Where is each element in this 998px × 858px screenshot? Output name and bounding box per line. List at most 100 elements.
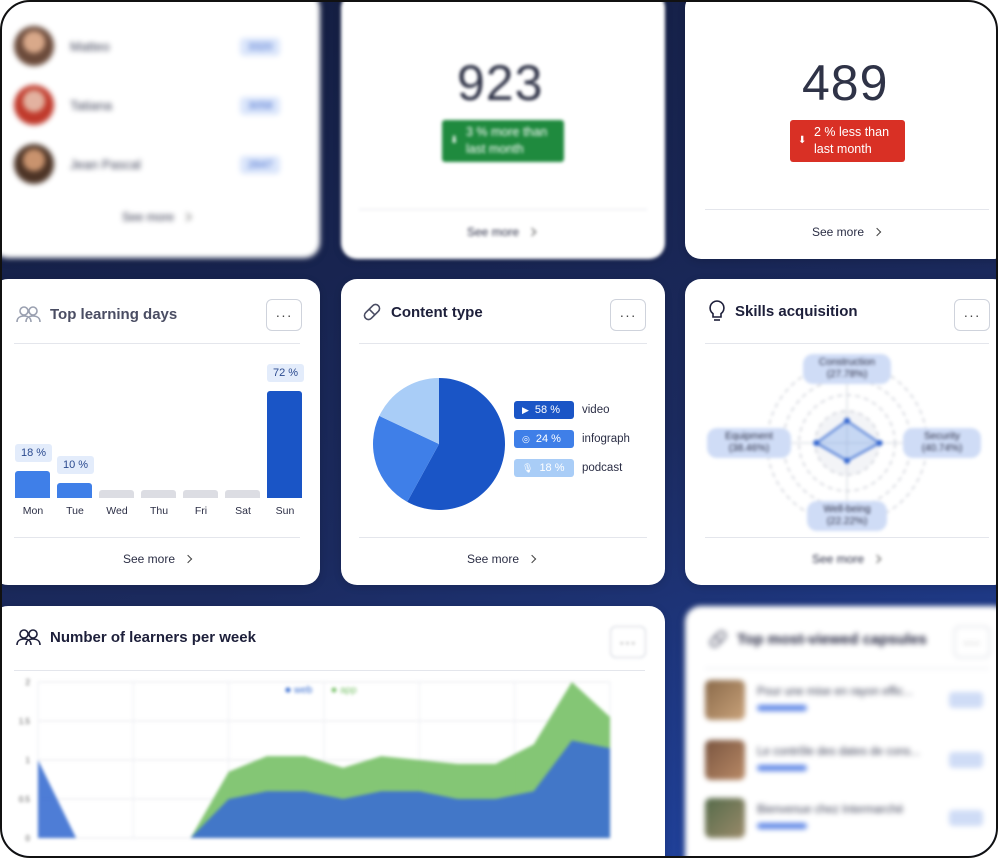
avatar — [14, 144, 54, 184]
divider — [705, 668, 989, 669]
legend-percent: 58 % — [534, 404, 560, 416]
see-more-link[interactable]: See more — [812, 225, 882, 239]
day-label: Fri — [194, 505, 208, 517]
legend-marker — [331, 687, 337, 693]
leaderboard-name: Jean Pascal — [70, 157, 141, 172]
lightbulb-icon — [709, 300, 725, 321]
legend-percent: 18 % — [539, 462, 565, 474]
day-label: Sun — [275, 505, 295, 517]
capsule-title[interactable]: Bienvenue chez Intermarché — [757, 804, 904, 816]
legend-item-video: ▶ 58 % video — [514, 401, 610, 419]
divider — [14, 343, 300, 344]
learners-per-week-card: Number of learners per week ··· 2 1.5 1 0.5… — [2, 606, 665, 856]
capsule-rating — [757, 765, 807, 771]
legend-label: video — [582, 404, 610, 416]
pill-capsule-icon — [363, 303, 381, 321]
bar-fri — [183, 490, 218, 498]
radar-axis-value: (38.46%) — [728, 443, 770, 454]
area-chart: 2 1.5 1 0.5 0 web app — [19, 678, 611, 843]
see-more-link[interactable]: See more — [467, 225, 537, 239]
chevron-right-icon — [527, 554, 537, 564]
stat-card-923: 923 ⬇ 3 % more than last month See more — [341, 2, 665, 259]
users-icon — [16, 306, 41, 323]
card-title: Content type — [391, 303, 483, 321]
divider — [705, 343, 989, 344]
capsule-rating — [757, 705, 807, 711]
card-menu-button[interactable]: ··· — [610, 626, 646, 658]
card-menu-button[interactable]: ··· — [266, 299, 302, 331]
radar-axis-value: (22.22%) — [826, 516, 868, 527]
radar-axis-value: (27.78%) — [826, 369, 868, 380]
chevron-right-icon — [872, 554, 882, 564]
delta-line: 2 % less than — [814, 125, 890, 139]
pie-slice-video — [407, 378, 505, 510]
radar-axis-name: Construction — [818, 357, 876, 368]
radar-axis-value: (40.74%) — [921, 443, 963, 454]
day-label: Sat — [235, 505, 251, 517]
stat-card-489: 489 ⬇ 2 % less than last month See more — [685, 2, 996, 259]
legend-label: app — [340, 685, 357, 696]
capsule-thumbnail[interactable] — [705, 798, 745, 838]
legend-percent: 24 % — [535, 433, 561, 445]
divider — [359, 209, 647, 210]
chevron-right-icon — [527, 227, 537, 237]
leaderboard-card: Matteo 3320 Tatiana 3058 Jean Pascal 264… — [2, 2, 320, 258]
top-learning-days-card: Top learning days ··· 18 % Mon 10 % Tue Wed T… — [2, 279, 320, 585]
bar-wed — [99, 490, 134, 498]
see-more-label: See more — [467, 552, 520, 566]
legend-badge: ◎ 24 % — [514, 430, 574, 448]
see-more-link[interactable]: See more — [122, 210, 192, 224]
content-type-card: Content type ··· ▶ 58 % video ◎ 24 % infograp… — [341, 279, 665, 585]
delta-line: last month — [466, 142, 524, 156]
stat-value: 489 — [802, 55, 889, 111]
pill-capsule-icon — [709, 630, 727, 648]
divider — [359, 343, 647, 344]
card-menu-button[interactable]: ··· — [954, 626, 990, 658]
legend-label: podcast — [582, 462, 623, 474]
legend-badge: 🎙 18 % — [514, 459, 574, 477]
y-tick-label: 0.5 — [19, 795, 31, 804]
card-header: Top learning days — [16, 305, 177, 323]
radar-axis-name: Well-being — [823, 504, 871, 515]
see-more-label: See more — [812, 552, 865, 566]
legend-badge: ▶ 58 % — [514, 401, 574, 419]
radar-point — [813, 440, 820, 446]
divider — [359, 537, 647, 538]
see-more-label: See more — [467, 225, 520, 239]
delta-line: 3 % more than — [466, 125, 548, 139]
radar-axis-name: Security — [923, 431, 961, 442]
stat-delta-badge: ⬇ 3 % more than last month — [442, 120, 564, 162]
radar-chart: Construction (27.78%) Security (40.74%) … — [685, 279, 996, 585]
card-menu-button[interactable]: ··· — [610, 299, 646, 331]
bar-value-label: 18 % — [15, 444, 53, 463]
day-label: Tue — [66, 505, 84, 517]
capsule-rating — [757, 823, 807, 829]
capsule-title[interactable]: Le contrôle des dates de cons... — [757, 746, 921, 758]
pie-slice-podcast — [379, 378, 439, 444]
capsule-views-badge — [949, 810, 983, 826]
radar-label-construction: Construction (27.78%) — [803, 354, 891, 384]
legend-item-infograph: ◎ 24 % infograph — [514, 430, 630, 448]
day-label: Mon — [22, 505, 44, 517]
card-title: Number of learners per week — [50, 628, 256, 646]
day-label: Thu — [149, 505, 169, 517]
see-more-label: See more — [123, 552, 176, 566]
capsule-title[interactable]: Pour une mise en rayon effic... — [757, 686, 913, 698]
card-menu-button[interactable]: ··· — [954, 299, 990, 331]
pie-chart — [373, 378, 505, 510]
radar-point — [876, 440, 883, 446]
capsule-thumbnail[interactable] — [705, 740, 745, 780]
leaderboard-score: 2647 — [240, 156, 281, 174]
capsule-thumbnail[interactable] — [705, 680, 745, 720]
see-more-link[interactable]: See more — [123, 552, 193, 566]
y-tick-label: 0 — [26, 834, 31, 843]
stat-value: 923 — [457, 55, 544, 111]
bar-mon — [15, 471, 50, 498]
capsule-views-badge — [949, 752, 983, 768]
leaderboard-score: 3320 — [240, 38, 281, 56]
leaderboard-score: 3058 — [240, 97, 281, 115]
see-more-link[interactable]: See more — [467, 552, 537, 566]
see-more-link[interactable]: See more — [812, 552, 882, 566]
y-tick-label: 1.5 — [19, 717, 31, 726]
